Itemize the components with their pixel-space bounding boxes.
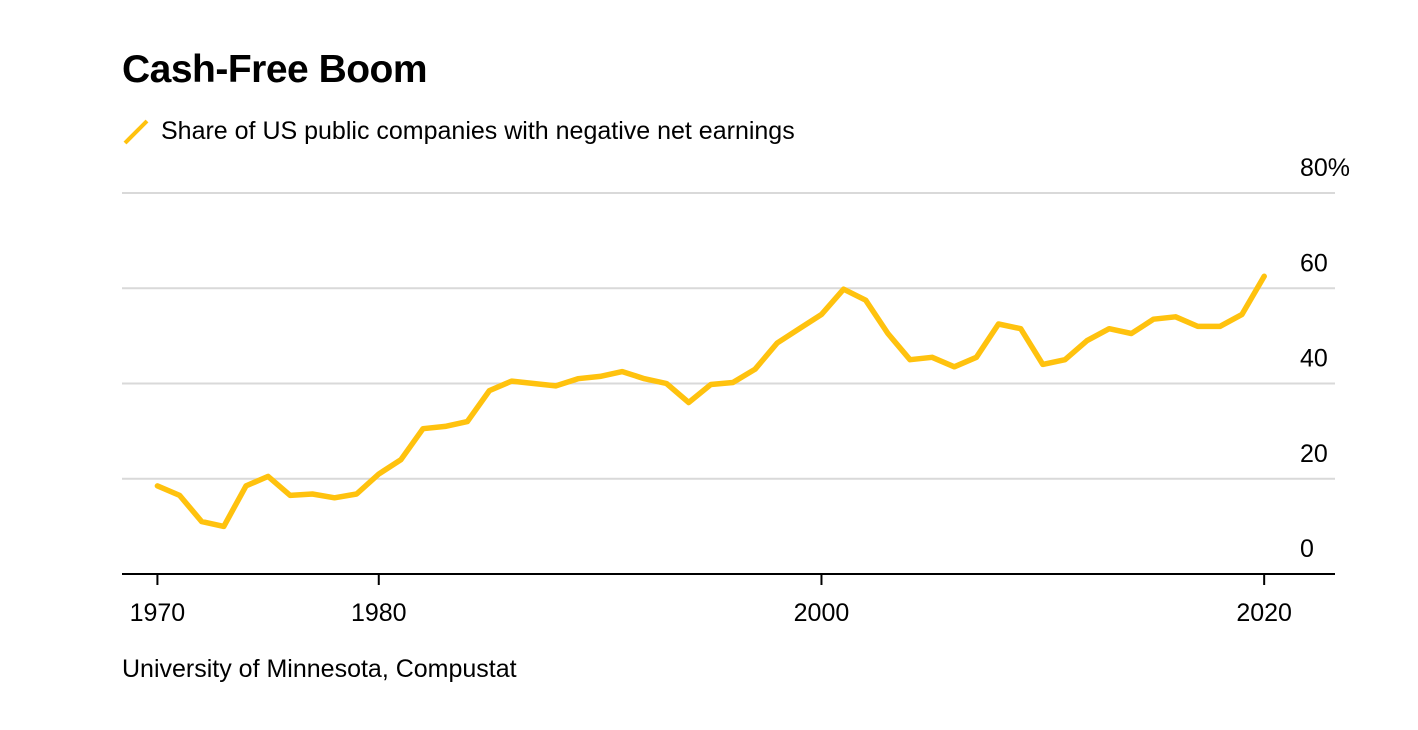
y-tick-label: 0 (1300, 535, 1314, 563)
y-tick-label: 20 (1300, 440, 1328, 468)
chart-title: Cash-Free Boom (122, 48, 428, 91)
x-tick-label: 1980 (351, 599, 407, 627)
x-tick-label: 2020 (1236, 599, 1292, 627)
source-note: University of Minnesota, Compustat (122, 655, 517, 683)
y-tick-label: 60 (1300, 249, 1328, 277)
x-tick-label: 2000 (794, 599, 850, 627)
x-tick-label: 1970 (130, 599, 186, 627)
legend-label: Share of US public companies with negati… (161, 116, 795, 145)
legend-swatch-line-icon (123, 119, 149, 145)
series-line (154, 273, 1267, 530)
y-tick-label: 80% (1300, 154, 1350, 182)
y-tick-label: 40 (1300, 345, 1328, 373)
legend: Share of US public companies with negati… (122, 113, 795, 149)
